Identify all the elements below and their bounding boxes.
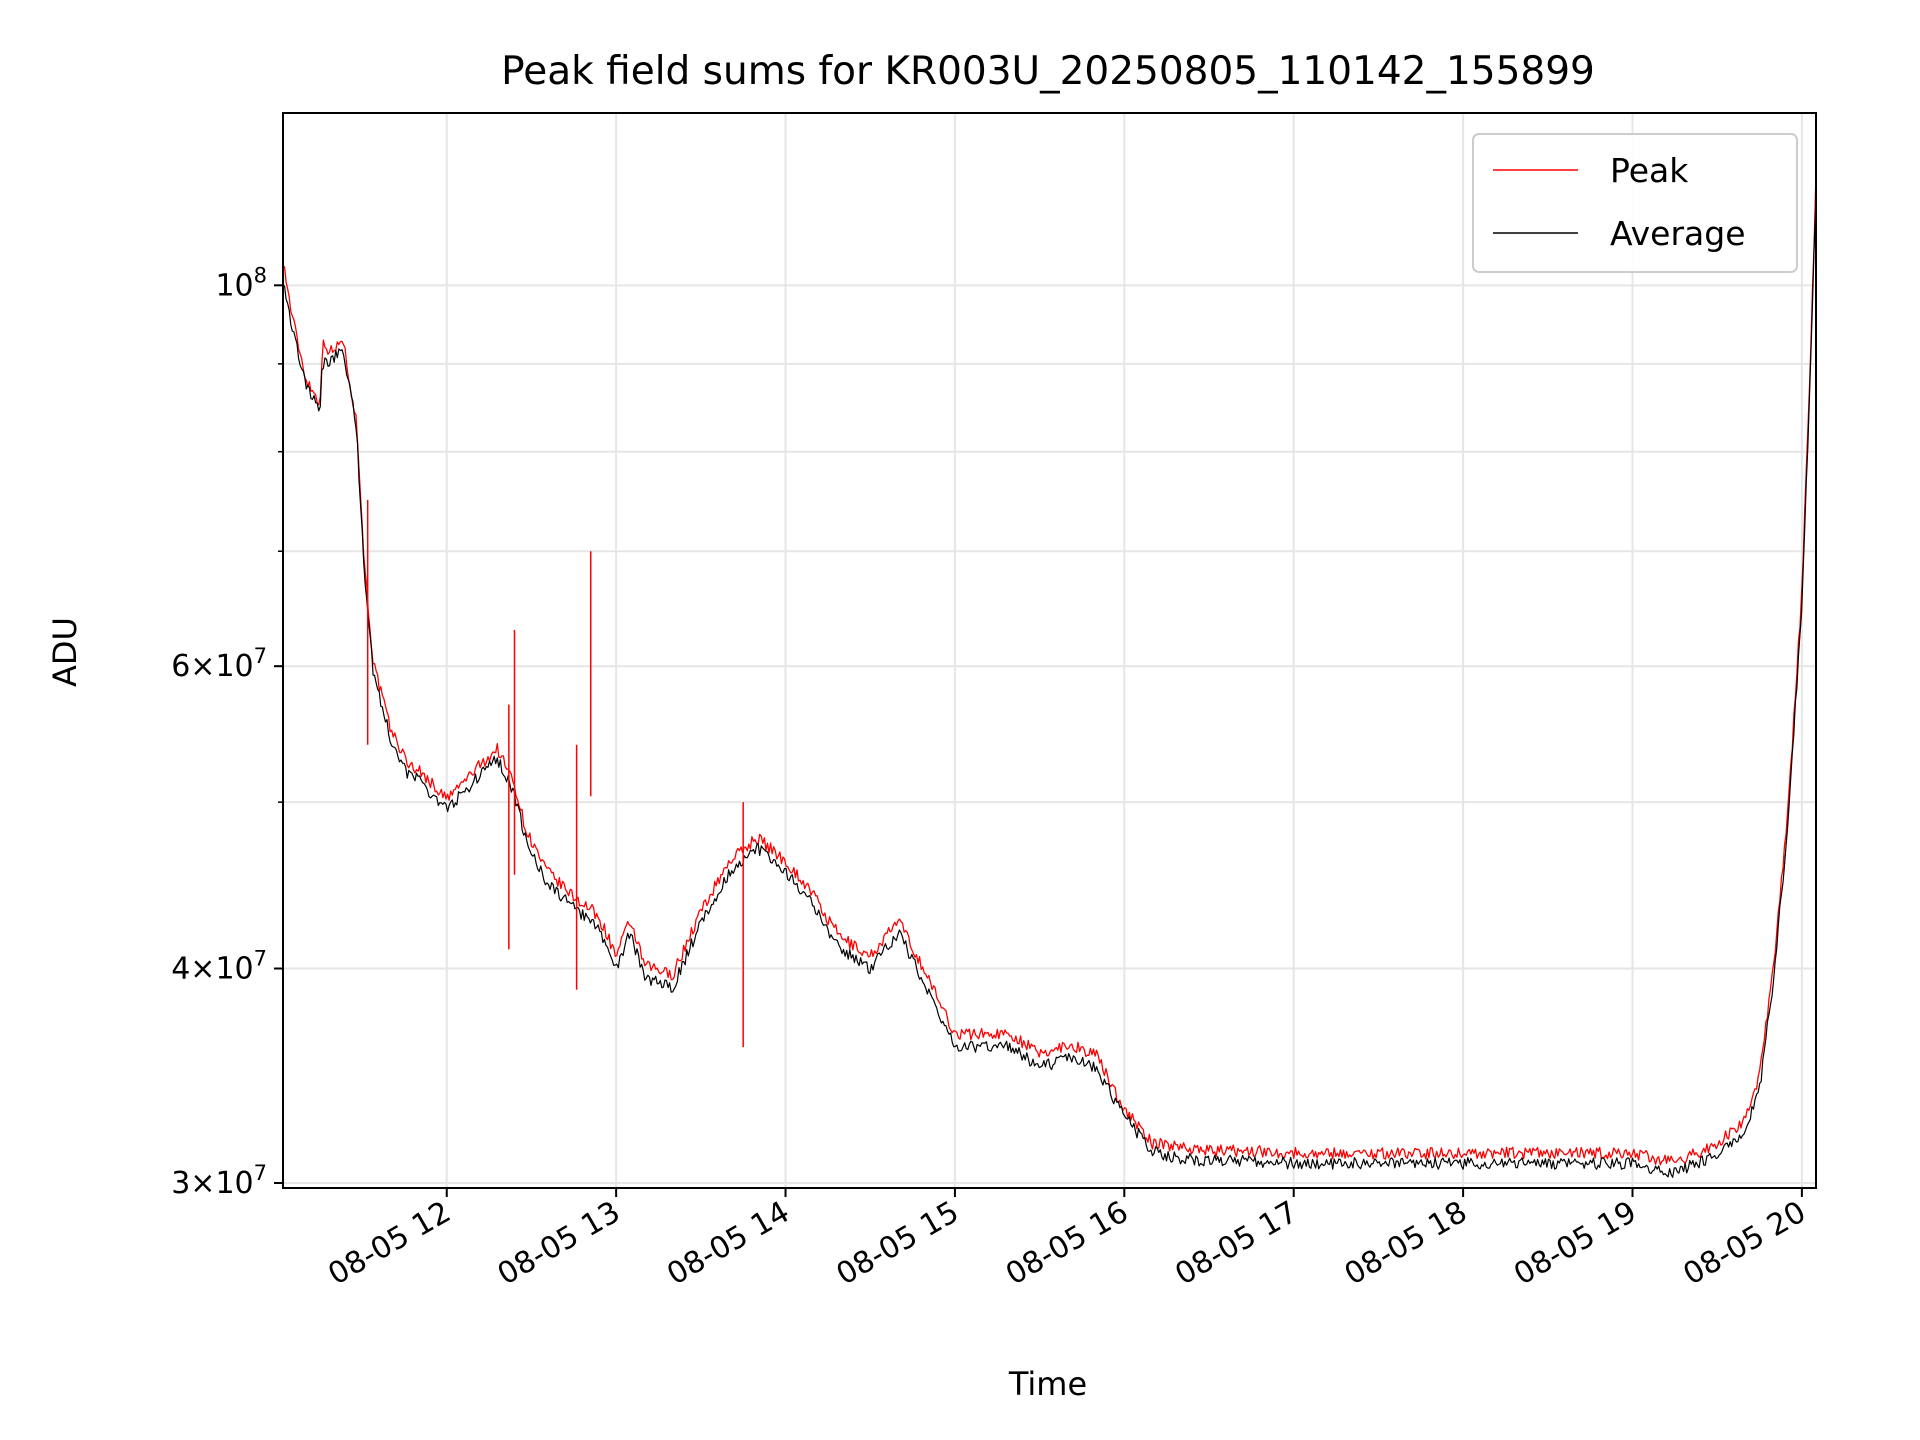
peak-series-line: [283, 187, 1816, 1166]
x-tick-label: 08-05 16: [1000, 1195, 1134, 1293]
legend-box: [1472, 133, 1798, 273]
plot-frame: [282, 112, 1817, 1189]
y-tick-label: 3×107: [171, 1161, 267, 1201]
chart-title: Peak field sums for KR003U_20250805_1101…: [501, 49, 1595, 94]
x-tick-label: 08-05 19: [1508, 1195, 1642, 1293]
y-axis: 3×107 4×107 6×107 108: [171, 263, 283, 1201]
plot-area: [283, 113, 1816, 1178]
x-axis: 08-05 12 08-05 13 08-05 14 08-05 15 08-05 16…: [322, 1188, 1812, 1293]
y-tick-label: 6×107: [171, 644, 267, 684]
x-axis-title: Time: [1008, 1365, 1087, 1403]
x-tick-label: 08-05 13: [492, 1195, 626, 1293]
x-tick-label: 08-05 15: [831, 1195, 965, 1293]
legend-label-average: Average: [1610, 214, 1746, 253]
x-tick-label: 08-05 14: [661, 1195, 795, 1293]
x-tick-label: 08-05 17: [1169, 1195, 1303, 1293]
y-tick-label: 4×107: [171, 947, 267, 987]
average-series-line: [283, 208, 1816, 1178]
x-tick-label: 08-05 12: [322, 1195, 456, 1293]
y-axis-title: ADU: [46, 617, 84, 687]
legend: Peak Average: [1472, 133, 1798, 273]
x-tick-label: 08-05 20: [1678, 1195, 1812, 1293]
legend-label-peak: Peak: [1610, 151, 1689, 190]
grid: [283, 113, 1816, 1188]
y-tick-label: 108: [215, 263, 267, 303]
x-tick-label: 08-05 18: [1339, 1195, 1473, 1293]
